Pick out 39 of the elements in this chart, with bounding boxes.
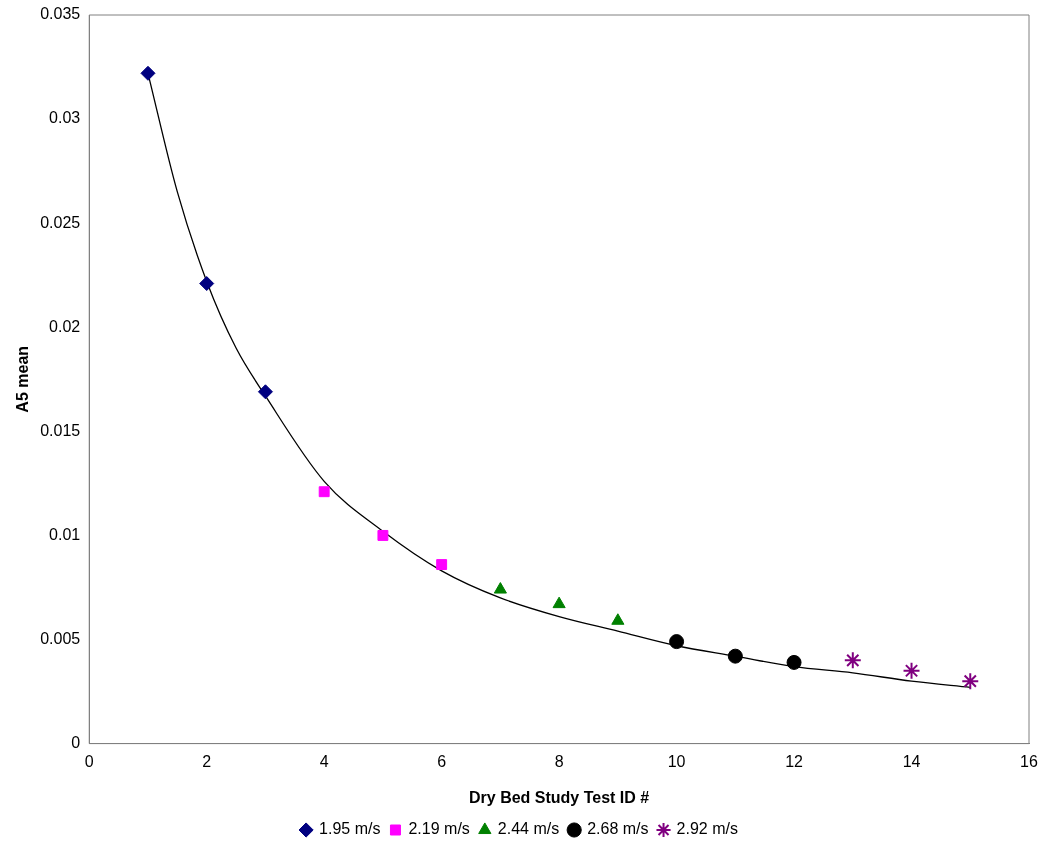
point (377, 529, 389, 541)
y-tick-label: 0.03 (49, 109, 81, 127)
legend-label: 2.44 m/s (497, 820, 560, 838)
point (552, 596, 566, 609)
y-tick-label: 0.025 (40, 213, 81, 231)
point (902, 661, 921, 680)
legend-label: 2.19 m/s (408, 820, 470, 838)
point (257, 384, 273, 400)
x-axis-title: Dry Bed Study Test ID # (469, 788, 650, 806)
y-tick-label: 0.01 (49, 525, 81, 543)
x-tick-label: 6 (437, 752, 447, 770)
point (727, 648, 743, 664)
point (669, 634, 685, 650)
point (140, 65, 156, 81)
x-tick-label: 16 (1020, 752, 1038, 770)
y-tick-label: 0.035 (40, 5, 81, 23)
y-tick-label: 0.005 (40, 629, 81, 647)
y-tick-label: 0.02 (49, 317, 81, 335)
legend-label: 2.68 m/s (587, 820, 649, 838)
point (843, 651, 862, 670)
y-axis-title: A5 mean (14, 345, 32, 413)
point (199, 276, 215, 292)
x-tick-label: 0 (84, 752, 94, 770)
x-tick-label: 14 (902, 752, 921, 770)
legend-label: 2.92 m/s (676, 820, 738, 838)
point (611, 613, 625, 625)
point (786, 654, 802, 670)
point (493, 582, 507, 594)
x-tick-label: 12 (785, 752, 804, 770)
y-tick-label: 0.015 (40, 421, 81, 439)
x-tick-label: 8 (554, 752, 564, 770)
x-tick-label: 2 (202, 752, 212, 770)
x-tick-label: 4 (319, 752, 329, 770)
point (436, 559, 448, 571)
y-tick-label: 0 (71, 734, 81, 752)
point (961, 672, 980, 691)
legend-label: 1.95 m/s (319, 820, 381, 838)
point (318, 486, 330, 498)
x-tick-label: 10 (667, 752, 686, 770)
